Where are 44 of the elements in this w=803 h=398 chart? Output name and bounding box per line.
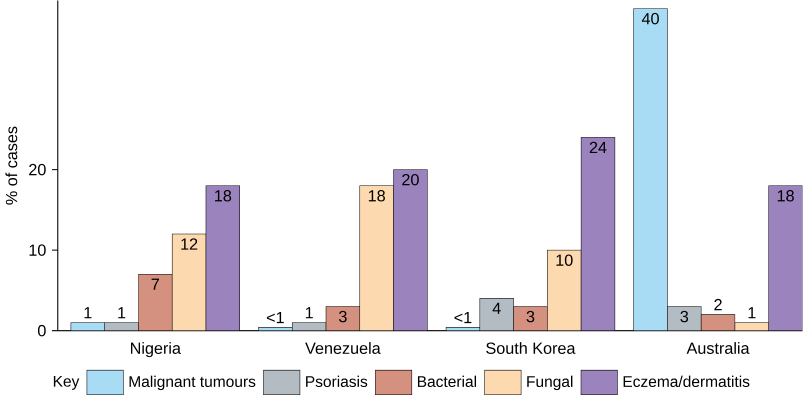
legend-label: Malignant tumours — [130, 376, 256, 390]
data-label: <1 — [266, 312, 284, 324]
legend-label: Psoriasis — [306, 376, 368, 388]
data-label: 24 — [590, 142, 607, 154]
x-tick-label: Venezuela — [305, 342, 381, 354]
x-tick-label: Australia — [686, 342, 750, 354]
data-label: 10 — [556, 254, 573, 266]
bar — [633, 8, 668, 331]
bar — [70, 322, 105, 331]
bar — [768, 186, 802, 331]
y-axis-title: % of cases — [5, 126, 18, 205]
data-label: 18 — [368, 190, 385, 202]
data-label: 40 — [642, 13, 659, 24]
data-label: 1 — [84, 307, 92, 318]
bar — [734, 322, 769, 331]
bar — [393, 169, 428, 331]
data-label: 18 — [778, 190, 794, 202]
bar — [206, 186, 240, 331]
y-tick-label: 10 — [30, 244, 46, 256]
data-label: 1 — [118, 307, 126, 318]
data-label: 7 — [152, 278, 159, 290]
data-label: 1 — [306, 307, 313, 318]
data-label: 3 — [526, 310, 534, 322]
data-label: 12 — [181, 238, 198, 250]
data-label: 1 — [748, 307, 756, 318]
data-label: 20 — [402, 174, 419, 186]
legend-title: Key — [54, 376, 80, 390]
data-label: 3 — [680, 310, 688, 322]
x-tick-label: South Korea — [486, 342, 576, 354]
bar — [172, 234, 206, 331]
legend-label: Bacterial — [418, 376, 476, 388]
y-tick-label: 0 — [38, 325, 46, 336]
legend-label: Eczema/dermatitis — [624, 376, 750, 388]
bar — [547, 250, 582, 331]
data-label: <1 — [454, 312, 472, 324]
bar — [360, 186, 394, 331]
bar — [580, 137, 616, 331]
y-tick-label: 20 — [29, 164, 46, 176]
data-label: 18 — [215, 190, 232, 202]
data-label: 4 — [492, 302, 501, 314]
legend-label: Fungal — [527, 376, 572, 390]
x-tick-label: Nigeria — [131, 342, 181, 358]
data-label: 3 — [339, 310, 347, 322]
data-label: 2 — [714, 299, 722, 310]
